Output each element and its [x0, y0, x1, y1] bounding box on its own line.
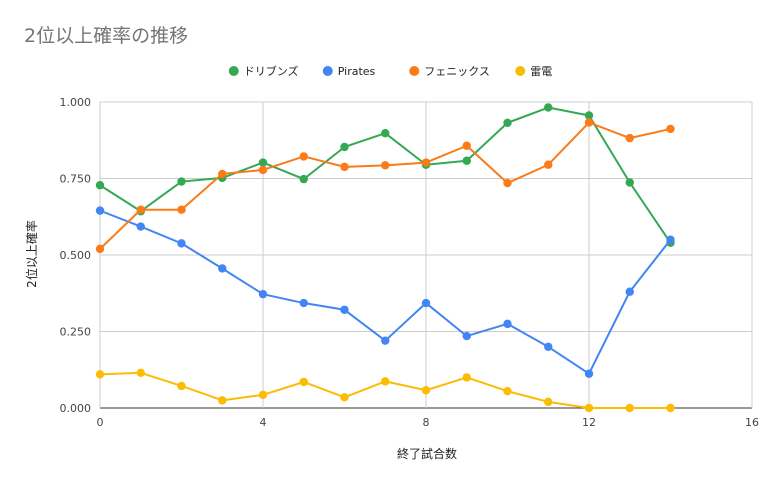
data-point	[299, 152, 308, 161]
data-point	[299, 298, 308, 308]
data-point	[462, 141, 471, 150]
data-point	[95, 181, 105, 190]
data-point	[177, 205, 186, 214]
data-point	[258, 165, 268, 175]
data-point	[136, 222, 145, 231]
data-point	[340, 142, 349, 152]
data-point	[136, 368, 145, 378]
x-tick-label: 0	[97, 416, 104, 429]
data-point	[544, 397, 553, 407]
legend: ドリブンズ Pirates フェニックス 雷電	[228, 64, 552, 78]
data-point	[625, 403, 634, 413]
data-point	[544, 160, 553, 169]
legend-label-4: 雷電	[530, 65, 552, 78]
data-point	[258, 289, 268, 299]
legend-marker-4	[515, 66, 526, 76]
data-point	[503, 319, 512, 329]
x-tick-label: 4	[260, 416, 267, 429]
data-point	[381, 377, 390, 386]
x-tick-label: 16	[745, 416, 759, 429]
data-point	[218, 396, 227, 405]
axes: 0.000 0.250 0.500 0.750 1.000 0 4 8 12 16	[60, 96, 760, 429]
data-point	[625, 287, 634, 296]
y-tick-label: 0.750	[60, 173, 92, 186]
data-point	[95, 370, 105, 379]
data-point	[462, 373, 471, 382]
data-point	[299, 174, 308, 184]
data-point	[218, 264, 227, 273]
data-point	[177, 177, 186, 186]
legend-label-1: ドリブンズ	[244, 64, 299, 78]
legend-marker-3	[409, 66, 420, 76]
data-point	[625, 133, 634, 143]
legend-marker-2	[322, 66, 333, 76]
x-axis-label: 終了試合数	[397, 446, 457, 461]
data-point	[258, 390, 268, 400]
data-point	[666, 403, 675, 413]
data-point	[544, 103, 553, 112]
data-point	[381, 336, 390, 345]
data-point	[462, 331, 471, 341]
x-tick-label: 8	[423, 416, 430, 429]
data-point	[584, 369, 594, 378]
series-line-3	[99, 121, 671, 250]
data-point	[218, 169, 227, 179]
data-point	[258, 158, 268, 167]
data-point	[340, 162, 349, 172]
data-point	[340, 393, 349, 402]
data-point	[340, 305, 349, 314]
data-point	[666, 235, 675, 244]
gridlines	[99, 101, 753, 409]
y-tick-label: 0.500	[60, 249, 92, 262]
data-point	[299, 377, 308, 387]
data-point	[381, 161, 390, 170]
data-point	[625, 178, 634, 187]
data-point	[462, 156, 471, 165]
data-point	[177, 381, 186, 391]
data-point	[666, 124, 675, 134]
data-point	[584, 118, 594, 127]
legend-label-3: フェニックス	[424, 65, 490, 78]
data-point	[95, 244, 105, 254]
data-point	[544, 342, 553, 351]
data-point	[584, 403, 594, 413]
legend-marker-1	[228, 66, 239, 76]
data-point	[421, 298, 431, 308]
data-point	[584, 111, 594, 120]
y-tick-label: 1.000	[60, 96, 92, 109]
data-point	[421, 158, 431, 167]
data-point	[177, 239, 186, 248]
data-point	[421, 386, 431, 395]
y-axis-label: 2位以上確率	[24, 220, 39, 288]
y-tick-label: 0.000	[60, 402, 92, 415]
chart-title: 2位以上確率の推移	[24, 25, 188, 47]
data-point	[95, 206, 105, 215]
y-tick-label: 0.250	[60, 326, 92, 339]
x-tick-label: 12	[582, 416, 596, 429]
data-point	[136, 205, 145, 214]
data-point	[503, 178, 512, 188]
data-point	[503, 386, 512, 396]
legend-label-2: Pirates	[338, 65, 376, 78]
data-point	[503, 118, 512, 128]
series-layer	[95, 103, 675, 413]
data-point	[381, 129, 390, 138]
series-line-2	[99, 209, 672, 375]
